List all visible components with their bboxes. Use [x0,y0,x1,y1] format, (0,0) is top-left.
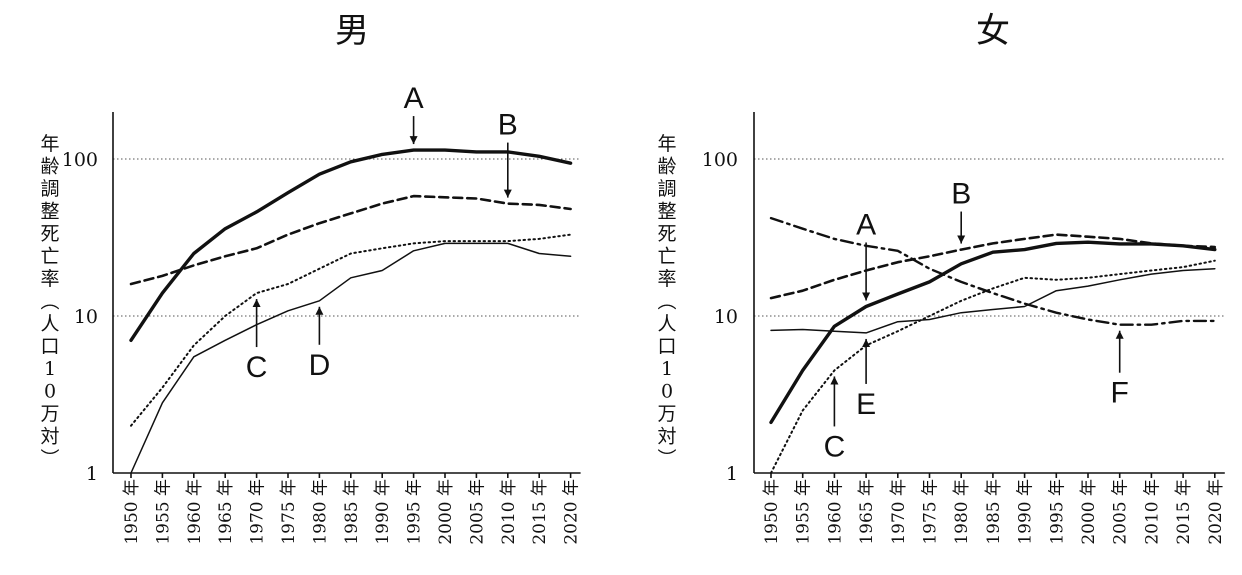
x-tick-label: 2005 年 [1111,479,1131,545]
chart-title: 女 [976,11,1010,51]
x-tick-label: 1975 年 [921,479,941,545]
arrow-head [315,306,324,315]
annotation-label: B [951,178,971,211]
x-tick-label: 1990 年 [373,479,393,545]
x-tick-label: 1980 年 [952,479,972,545]
x-tick-label: 1950 年 [762,479,782,545]
arrow-head [503,189,512,198]
annotation-b: B [498,109,518,198]
series-line-e [770,267,1216,334]
arrow-head [409,136,418,145]
series-line-c [770,259,1216,474]
x-tick-label: 1970 年 [889,479,909,545]
arrow-head [862,338,871,347]
x-tick-label: 2010 年 [499,479,519,545]
series-line-a [769,240,1217,425]
annotation-label: A [856,208,876,241]
y-tick-label: 10 [714,306,738,328]
annotation-label: C [824,430,846,463]
chart-title: 男 [335,11,369,51]
x-tick-label: 2000 年 [436,479,456,545]
arrow-head [957,235,966,244]
x-tick-label: 1985 年 [342,479,362,545]
x-tick-label: 2020 年 [1206,479,1226,545]
annotation-e: E [856,338,876,421]
annotation-label: A [404,82,424,115]
arrow-head [252,299,261,308]
x-tick-label: 1970 年 [248,479,268,545]
annotation-a: A [856,208,876,301]
annotation-label: F [1111,377,1129,410]
x-tick-label: 1965 年 [216,479,236,545]
annotation-c: C [824,376,846,463]
x-tick-label: 1995 年 [1047,479,1067,545]
series-line-f [769,216,1216,326]
x-tick-label: 2000 年 [1079,479,1099,545]
y-axis-label: 年齢調整死亡率︵人口 1 0 万対︶ [40,133,59,470]
x-tick-label: 1960 年 [185,479,205,545]
x-tick-label: 1985 年 [984,479,1004,545]
y-tick-label: 1 [726,463,738,485]
series-line-d [130,242,572,474]
y-tick-label: 10 [74,306,98,328]
x-tick-label: 1975 年 [279,479,299,545]
arrow-head [830,376,839,385]
x-tick-label: 2010 年 [1142,479,1162,545]
y-tick-label: 100 [62,149,98,171]
series-line-b [769,233,1217,300]
y-tick-label: 100 [702,149,738,171]
arrow-head [862,292,871,301]
x-tick-label: 2005 年 [467,479,487,545]
y-axis-label: 年齢調整死亡率︵人口 1 0 万対︶ [657,133,676,470]
annotation-label: B [498,109,518,142]
x-tick-label: 1955 年 [153,479,173,545]
x-tick-label: 1995 年 [405,479,425,545]
annotation-label: E [856,388,876,421]
annotation-label: D [309,349,331,382]
x-tick-label: 2020 年 [562,479,582,545]
series-line-a [129,148,573,342]
x-tick-label: 1955 年 [794,479,814,545]
x-tick-label: 2015 年 [530,479,550,545]
x-tick-label: 1990 年 [1016,479,1036,545]
x-tick-label: 1960 年 [825,479,845,545]
x-tick-label: 1950 年 [122,479,142,545]
series-line-c [130,233,572,427]
annotation-label: C [246,351,268,384]
arrow-head [1115,330,1124,339]
x-tick-label: 1980 年 [310,479,330,545]
x-tick-label: 1965 年 [857,479,877,545]
annotation-c: C [246,299,268,384]
y-tick-label: 1 [86,463,98,485]
annotation-b: B [951,178,971,244]
annotation-f: F [1111,330,1129,410]
annotation-a: A [404,82,424,145]
series-line-b [129,194,572,286]
x-tick-label: 2015 年 [1174,479,1194,545]
annotation-d: D [309,306,331,382]
